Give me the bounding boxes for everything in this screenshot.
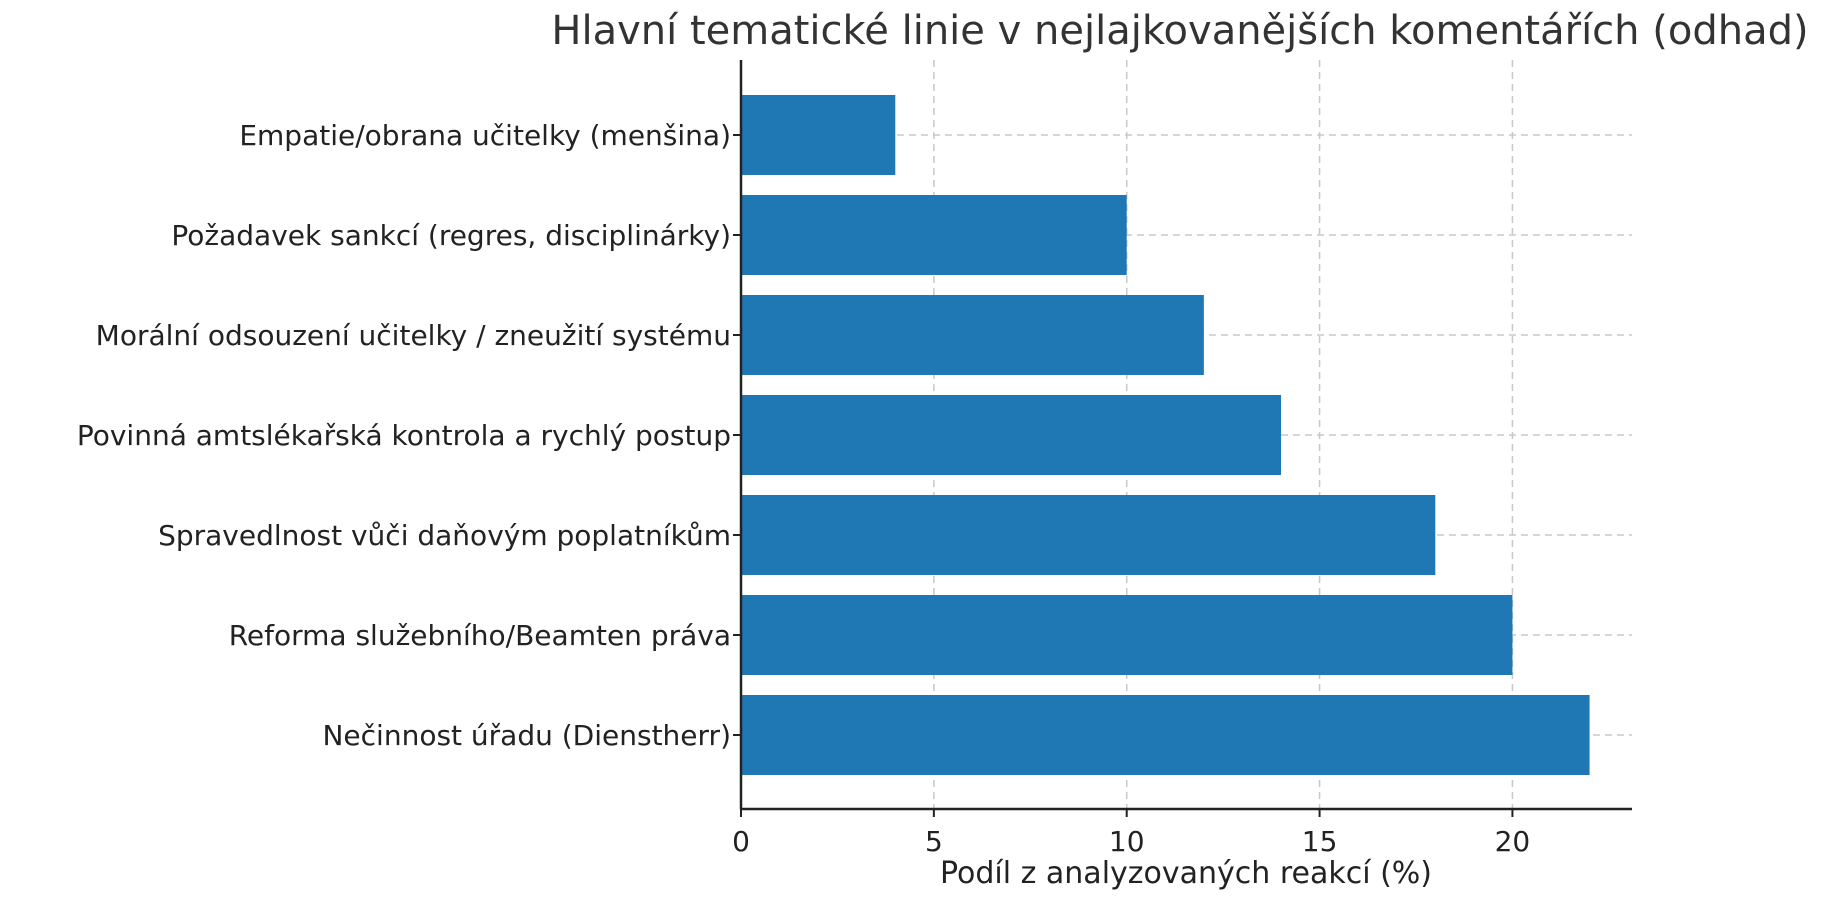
- y-category-labels: Empatie/obrana učitelky (menšina) Požadav…: [77, 119, 731, 752]
- category-label-4: Povinná amtslékařská kontrola a rychlý p…: [77, 419, 731, 452]
- x-axis-label: Podíl z analyzovaných reakcí (%): [940, 856, 1432, 891]
- bar-2: [741, 195, 1127, 275]
- x-tick-label-0: 0: [732, 825, 750, 858]
- bar-3: [741, 295, 1204, 375]
- x-tick-label-15: 15: [1302, 825, 1338, 858]
- category-label-6: Reforma služebního/Beamten práva: [229, 619, 731, 652]
- category-label-1: Empatie/obrana učitelky (menšina): [239, 119, 731, 152]
- category-label-3: Morální odsouzení učitelky / zneužití sy…: [96, 319, 731, 352]
- bar-1: [741, 95, 896, 175]
- bar-4: [741, 395, 1281, 475]
- category-label-2: Požadavek sankcí (regres, disciplinárky): [171, 219, 731, 252]
- category-label-7: Nečinnost úřadu (Dienstherr): [322, 719, 731, 752]
- bar-7: [741, 695, 1590, 775]
- axes: [733, 60, 1632, 817]
- chart-title: Hlavní tematické linie v nejlajkovanější…: [551, 8, 1808, 54]
- bar-5: [741, 495, 1436, 575]
- x-tick-label-5: 5: [925, 825, 943, 858]
- x-tick-labels: 0 5 10 15 20: [732, 825, 1530, 858]
- x-tick-label-20: 20: [1495, 825, 1531, 858]
- bar-6: [741, 595, 1513, 675]
- x-tick-label-10: 10: [1109, 825, 1145, 858]
- bars: [741, 95, 1590, 775]
- category-label-5: Spravedlnost vůči daňovým poplatníkům: [158, 519, 731, 552]
